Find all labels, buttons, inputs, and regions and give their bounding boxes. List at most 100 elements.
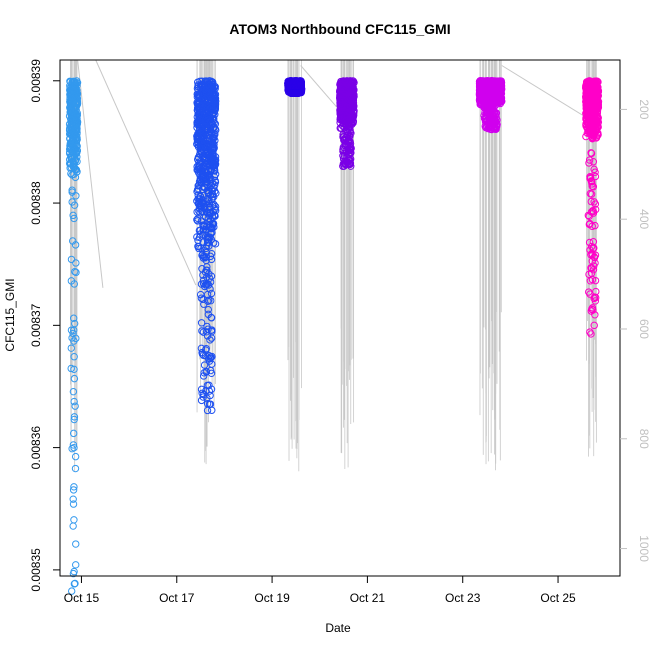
data-point bbox=[286, 78, 295, 87]
data-point bbox=[71, 402, 79, 410]
data-point bbox=[336, 124, 344, 132]
data-point bbox=[584, 90, 592, 98]
data-point bbox=[588, 275, 597, 284]
data-point bbox=[205, 77, 214, 85]
data-point bbox=[73, 99, 81, 107]
data-point bbox=[70, 483, 78, 491]
data-point bbox=[211, 120, 220, 128]
data-point bbox=[490, 86, 498, 94]
data-point bbox=[196, 99, 204, 107]
data-point bbox=[206, 78, 215, 87]
data-point bbox=[291, 89, 299, 97]
data-point bbox=[205, 149, 214, 158]
data-point bbox=[206, 353, 215, 361]
data-point bbox=[193, 140, 201, 148]
y-axis-label: CFC115_GMI bbox=[3, 278, 17, 351]
data-point bbox=[589, 94, 597, 102]
data-point bbox=[70, 413, 79, 421]
data-point bbox=[69, 127, 77, 135]
data-point bbox=[585, 77, 594, 85]
data-point bbox=[67, 154, 75, 162]
data-point bbox=[584, 101, 592, 109]
data-point bbox=[211, 212, 219, 220]
data-point bbox=[587, 149, 595, 157]
data-point bbox=[198, 250, 207, 259]
pressure-traces bbox=[70, 59, 597, 472]
data-point bbox=[67, 103, 75, 112]
data-point bbox=[210, 201, 218, 209]
data-point bbox=[207, 385, 216, 393]
data-point bbox=[350, 91, 358, 99]
data-point bbox=[346, 128, 354, 136]
data-point bbox=[343, 103, 351, 112]
data-point bbox=[204, 297, 212, 305]
data-point bbox=[203, 157, 211, 166]
data-point bbox=[194, 161, 203, 170]
data-point bbox=[71, 165, 79, 174]
data-point bbox=[203, 406, 212, 415]
data-point bbox=[72, 334, 80, 343]
data-point bbox=[72, 268, 80, 277]
data-point bbox=[202, 344, 210, 353]
y2-tick-label: 600 bbox=[637, 319, 650, 339]
data-point bbox=[589, 158, 598, 166]
data-point bbox=[586, 86, 594, 94]
data-point bbox=[202, 256, 210, 265]
data-point bbox=[206, 336, 214, 344]
x-tick-label: Oct 19 bbox=[254, 591, 290, 605]
data-point bbox=[585, 212, 593, 221]
data-point bbox=[203, 235, 211, 243]
data-point bbox=[69, 569, 78, 578]
data-point bbox=[69, 237, 77, 245]
data-point bbox=[70, 415, 78, 424]
data-point bbox=[197, 344, 206, 353]
data-point bbox=[70, 319, 79, 328]
data-point bbox=[199, 271, 207, 279]
data-point bbox=[68, 198, 76, 206]
data-point bbox=[205, 357, 214, 365]
data-point bbox=[339, 83, 347, 92]
data-point bbox=[204, 281, 213, 289]
data-point bbox=[590, 198, 598, 206]
data-point bbox=[199, 175, 207, 184]
data-point bbox=[68, 109, 76, 118]
data-point bbox=[590, 321, 598, 330]
data-point bbox=[588, 257, 596, 265]
data-point bbox=[204, 305, 212, 314]
data-point bbox=[203, 332, 212, 340]
data-point bbox=[196, 84, 205, 92]
data-point bbox=[66, 108, 75, 116]
data-point bbox=[207, 272, 216, 280]
pressure-transit bbox=[501, 65, 587, 119]
data-point bbox=[196, 128, 204, 137]
data-point bbox=[342, 81, 350, 89]
data-point bbox=[336, 98, 345, 106]
data-point bbox=[71, 173, 80, 182]
data-point bbox=[205, 387, 214, 395]
x-tick-label: Oct 17 bbox=[159, 591, 195, 605]
data-point bbox=[206, 153, 215, 161]
data-point bbox=[193, 233, 201, 241]
data-point bbox=[494, 91, 503, 100]
data-point bbox=[592, 108, 600, 117]
data-point bbox=[483, 102, 492, 111]
y2-tick-label: 800 bbox=[637, 429, 650, 449]
data-point bbox=[585, 159, 593, 167]
y-tick-label: 0.00835 bbox=[29, 548, 43, 592]
data-point bbox=[588, 222, 596, 230]
data-point bbox=[485, 80, 493, 88]
data-point bbox=[585, 238, 594, 247]
series-flight-4 bbox=[336, 77, 358, 170]
data-point bbox=[203, 177, 211, 186]
data-point bbox=[483, 122, 491, 130]
data-point bbox=[207, 314, 216, 322]
data-point bbox=[70, 397, 78, 406]
data-point bbox=[198, 171, 206, 180]
data-point bbox=[69, 137, 78, 146]
chart-title: ATOM3 Northbound CFC115_GMI bbox=[229, 21, 450, 37]
data-point bbox=[588, 182, 596, 191]
data-point bbox=[347, 129, 355, 138]
data-point bbox=[587, 208, 596, 216]
data-point bbox=[70, 443, 78, 452]
series-flight-3 bbox=[284, 77, 306, 97]
